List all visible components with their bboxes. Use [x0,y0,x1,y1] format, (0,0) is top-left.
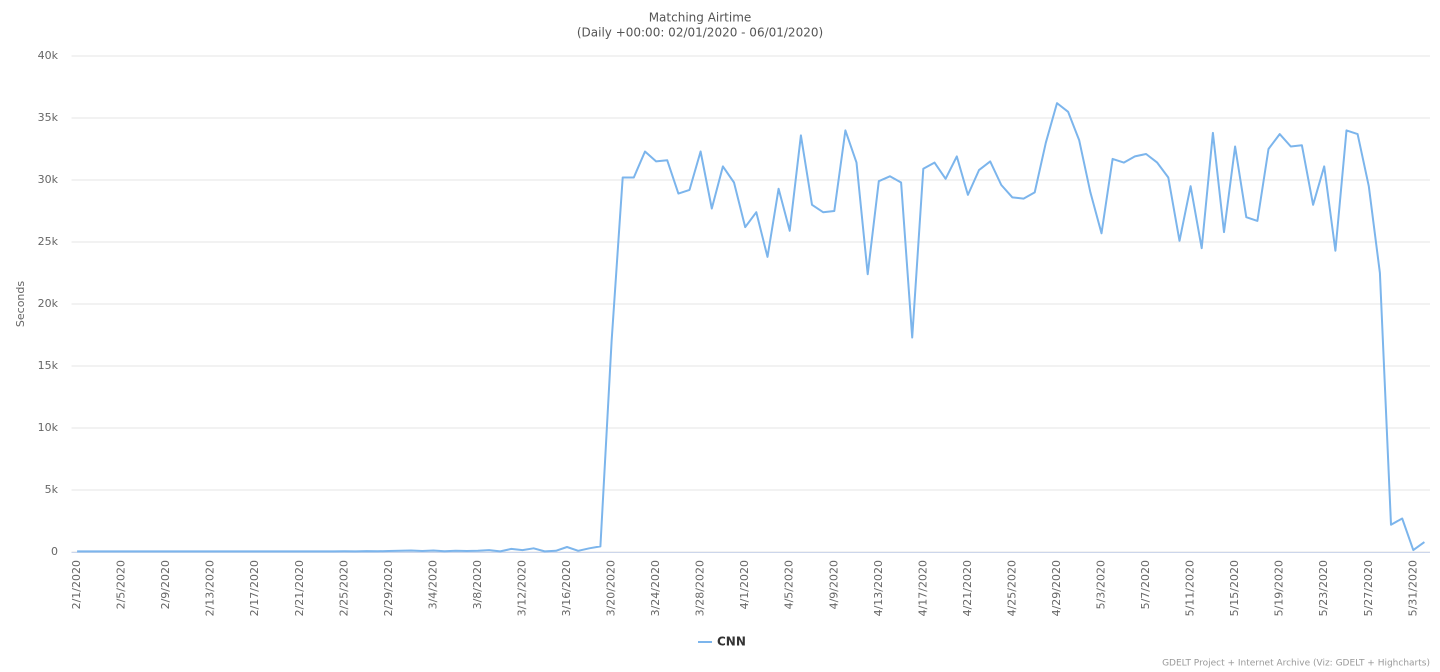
x-tick-label: 2/1/2020 [70,560,83,609]
x-tick-label: 5/31/2020 [1406,560,1419,616]
x-tick-label: 5/15/2020 [1228,560,1241,616]
data-line [77,102,1425,553]
y-tick-label: 30k [38,173,59,186]
y-tick-label: 15k [38,359,59,372]
x-tick-label: 3/24/2020 [649,560,662,616]
y-tick-label: 10k [38,421,59,434]
x-tick-label: 4/21/2020 [961,560,974,616]
x-tick-label: 3/28/2020 [694,560,707,616]
y-tick-label: 40k [38,49,59,62]
x-tick-label: 3/16/2020 [560,560,573,616]
y-tick-label: 25k [38,235,59,248]
legend-label: CNN [717,635,746,649]
y-tick-label: 20k [38,297,59,310]
chart-title: Matching Airtime [649,11,752,25]
x-tick-label: 4/1/2020 [738,560,751,609]
x-tick-label: 3/4/2020 [426,560,439,609]
x-tick-label: 2/29/2020 [382,560,395,616]
credits: GDELT Project + Internet Archive (Viz: G… [1162,659,1430,669]
x-tick-label: 2/5/2020 [115,560,128,609]
x-tick-label: 4/9/2020 [827,560,840,609]
x-tick-label: 4/17/2020 [916,560,929,616]
x-tick-label: 2/13/2020 [204,560,217,616]
y-axis-title: Seconds [14,281,27,327]
x-tick-label: 2/9/2020 [159,560,172,609]
y-tick-label: 35k [38,111,59,124]
x-tick-label: 5/11/2020 [1184,560,1197,616]
y-tick-label: 5k [45,483,59,496]
x-tick-label: 5/7/2020 [1139,560,1152,609]
x-tick-label: 5/27/2020 [1362,560,1375,616]
y-tick-label: 0 [51,545,58,558]
x-tick-label: 3/20/2020 [605,560,618,616]
x-tick-label: 2/25/2020 [337,560,350,616]
x-tick-label: 5/23/2020 [1317,560,1330,616]
x-tick-label: 2/17/2020 [248,560,261,616]
x-tick-label: 3/12/2020 [515,560,528,616]
x-tick-label: 5/19/2020 [1273,560,1286,616]
x-tick-label: 4/13/2020 [872,560,885,616]
chart-subtitle: (Daily +00:00: 02/01/2020 - 06/01/2020) [577,26,823,40]
x-tick-label: 4/25/2020 [1005,560,1018,616]
x-tick-label: 2/21/2020 [293,560,306,616]
x-tick-label: 5/3/2020 [1095,560,1108,609]
x-tick-label: 3/8/2020 [471,560,484,609]
x-tick-label: 4/29/2020 [1050,560,1063,616]
x-tick-label: 4/5/2020 [783,560,796,609]
